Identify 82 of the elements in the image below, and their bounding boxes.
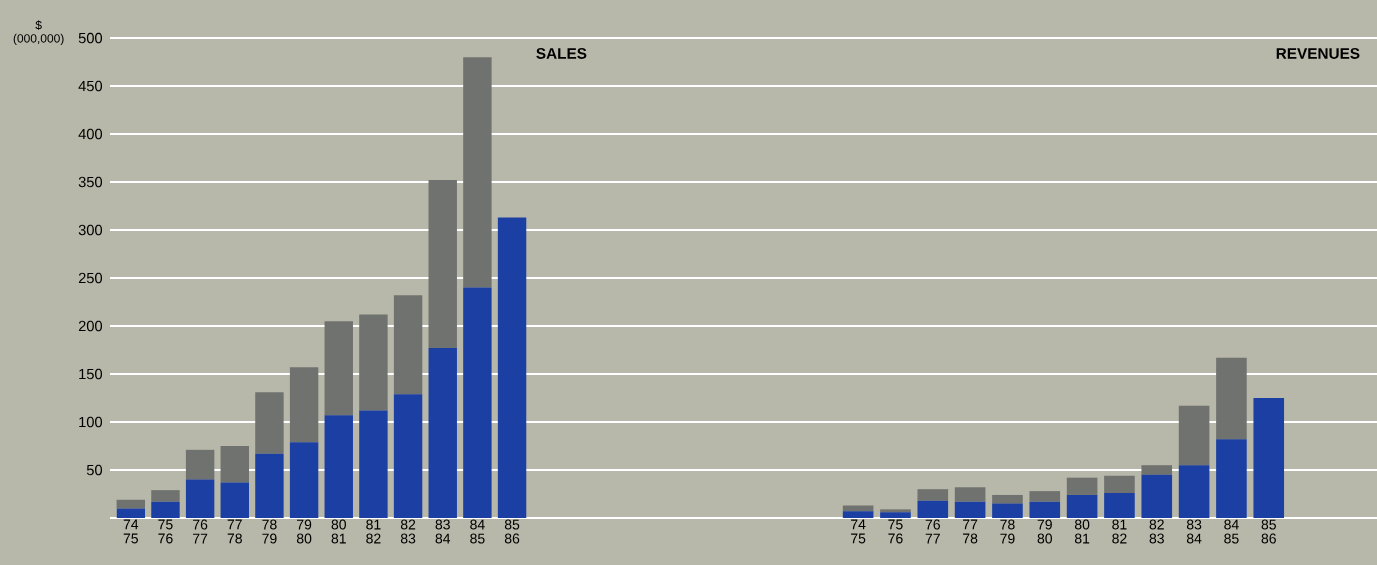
- bar: [185, 449, 215, 480]
- bar: [842, 511, 874, 518]
- bar: [428, 348, 457, 518]
- bar: [428, 180, 457, 349]
- bar: [1066, 477, 1098, 495]
- x-tick-label: 81 82: [1112, 519, 1127, 544]
- bar: [151, 501, 180, 518]
- x-tick-label: 79 80: [296, 519, 312, 544]
- bar: [220, 446, 249, 483]
- x-tick-label: 84 85: [1224, 519, 1239, 544]
- bar: [1029, 491, 1061, 502]
- bar: [917, 489, 949, 501]
- y-axis-title: $ (000,000): [13, 20, 64, 46]
- bar: [1141, 474, 1173, 518]
- bar: [880, 512, 911, 518]
- y-tick-label: 250: [78, 272, 103, 284]
- x-tick-label: 74 75: [123, 519, 139, 544]
- x-tick-label: 83 84: [435, 519, 451, 544]
- y-tick-label: 150: [79, 368, 103, 380]
- bar: [151, 490, 180, 502]
- bar: [1141, 465, 1173, 475]
- bar: [1104, 475, 1135, 494]
- bar: [880, 509, 911, 513]
- x-tick-label: 80 81: [331, 519, 346, 544]
- bar: [255, 453, 284, 518]
- bar: [1216, 439, 1247, 518]
- bar: [1029, 501, 1061, 518]
- bar: [289, 442, 319, 518]
- x-tick-label: 84 85: [470, 519, 485, 544]
- bar: [289, 367, 319, 443]
- x-tick-label: 85 86: [504, 519, 520, 544]
- y-tick-label: 450: [78, 80, 103, 92]
- bar: [255, 392, 284, 454]
- bar: [116, 499, 146, 509]
- bar: [954, 487, 986, 502]
- x-tick-label: 78 79: [1000, 519, 1015, 544]
- x-tick-label: 74 75: [851, 519, 866, 544]
- bar: [116, 508, 146, 518]
- bar: [497, 217, 527, 518]
- x-tick-label: 81 82: [366, 519, 381, 544]
- y-tick-label: 500: [78, 32, 103, 44]
- y-tick-label: 300: [78, 224, 103, 236]
- x-tick-label: 80 81: [1074, 519, 1090, 544]
- bar: [1178, 465, 1210, 518]
- y-tick-label: 50: [86, 464, 103, 476]
- bar: [393, 394, 423, 518]
- y-tick-label: 100: [79, 416, 103, 428]
- bar: [324, 321, 353, 416]
- text: SALES: [536, 48, 587, 59]
- bar: [1066, 494, 1098, 518]
- bar: [359, 410, 388, 518]
- bar: [1104, 493, 1135, 518]
- bar: [1216, 357, 1247, 440]
- bar: [463, 57, 492, 288]
- bar: [324, 415, 353, 518]
- x-tick-label: 76 77: [193, 519, 208, 544]
- x-tick-label: 76 77: [925, 519, 940, 544]
- x-tick-label: 79 80: [1037, 519, 1053, 544]
- y-tick-label: 200: [78, 320, 103, 332]
- x-tick-label: 77 78: [963, 519, 978, 544]
- bar: [1178, 405, 1210, 466]
- bar: [1253, 398, 1285, 518]
- bar: [917, 500, 949, 518]
- y-tick-label: 400: [78, 128, 103, 140]
- bar: [463, 287, 492, 518]
- x-tick-label: 83 84: [1186, 519, 1202, 544]
- x-tick-label: 85 86: [1261, 519, 1276, 544]
- text: REVENUES: [1276, 48, 1360, 59]
- x-tick-label: 77 78: [227, 519, 242, 544]
- bar: [185, 479, 215, 518]
- bar: [954, 501, 986, 518]
- x-tick-label: 82 83: [400, 519, 416, 544]
- x-tick-label: 78 79: [262, 519, 277, 544]
- bar: [359, 314, 388, 411]
- bar: [393, 295, 423, 395]
- bar: [220, 482, 249, 518]
- bar: [992, 494, 1023, 504]
- bar: [992, 503, 1023, 518]
- x-tick-label: 75 76: [888, 519, 903, 544]
- x-tick-label: 82 83: [1149, 519, 1164, 544]
- y-tick-label: 350: [78, 176, 103, 188]
- x-tick-label: 75 76: [158, 519, 173, 544]
